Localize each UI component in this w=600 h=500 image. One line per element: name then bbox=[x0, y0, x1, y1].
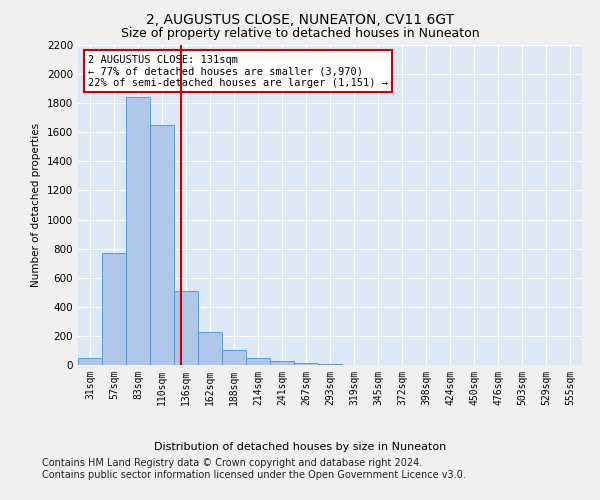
Text: Contains HM Land Registry data © Crown copyright and database right 2024.: Contains HM Land Registry data © Crown c… bbox=[42, 458, 422, 468]
Bar bbox=[198, 332, 222, 365]
Bar bbox=[174, 291, 198, 365]
Bar bbox=[270, 360, 294, 365]
Bar bbox=[126, 98, 150, 365]
Text: 2, AUGUSTUS CLOSE, NUNEATON, CV11 6GT: 2, AUGUSTUS CLOSE, NUNEATON, CV11 6GT bbox=[146, 12, 454, 26]
Text: Size of property relative to detached houses in Nuneaton: Size of property relative to detached ho… bbox=[121, 28, 479, 40]
Bar bbox=[318, 364, 342, 365]
Text: Distribution of detached houses by size in Nuneaton: Distribution of detached houses by size … bbox=[154, 442, 446, 452]
Bar bbox=[222, 350, 246, 365]
Bar bbox=[102, 253, 126, 365]
Bar bbox=[246, 358, 270, 365]
Bar bbox=[150, 125, 174, 365]
Bar bbox=[294, 363, 318, 365]
Bar bbox=[78, 358, 102, 365]
Text: 2 AUGUSTUS CLOSE: 131sqm
← 77% of detached houses are smaller (3,970)
22% of sem: 2 AUGUSTUS CLOSE: 131sqm ← 77% of detach… bbox=[88, 54, 388, 88]
Text: Contains public sector information licensed under the Open Government Licence v3: Contains public sector information licen… bbox=[42, 470, 466, 480]
Y-axis label: Number of detached properties: Number of detached properties bbox=[31, 123, 41, 287]
